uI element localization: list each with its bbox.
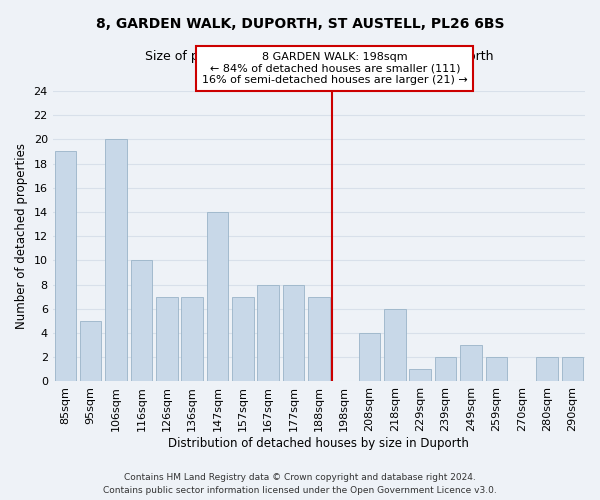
Bar — [55, 152, 76, 382]
Text: Contains HM Land Registry data © Crown copyright and database right 2024.
Contai: Contains HM Land Registry data © Crown c… — [103, 474, 497, 495]
Bar — [308, 296, 329, 382]
Bar — [283, 284, 304, 382]
Text: 8 GARDEN WALK: 198sqm
← 84% of detached houses are smaller (111)
16% of semi-det: 8 GARDEN WALK: 198sqm ← 84% of detached … — [202, 52, 467, 85]
Text: 8, GARDEN WALK, DUPORTH, ST AUSTELL, PL26 6BS: 8, GARDEN WALK, DUPORTH, ST AUSTELL, PL2… — [96, 18, 504, 32]
Y-axis label: Number of detached properties: Number of detached properties — [15, 143, 28, 329]
Bar — [232, 296, 254, 382]
Bar — [409, 370, 431, 382]
Bar — [384, 309, 406, 382]
Bar — [206, 212, 228, 382]
Bar — [562, 357, 583, 382]
Bar — [257, 284, 279, 382]
Bar — [105, 140, 127, 382]
Bar — [485, 357, 507, 382]
Bar — [359, 333, 380, 382]
Bar — [80, 321, 101, 382]
Bar — [435, 357, 457, 382]
Bar — [181, 296, 203, 382]
Title: Size of property relative to detached houses in Duporth: Size of property relative to detached ho… — [145, 50, 493, 64]
Bar — [460, 345, 482, 382]
X-axis label: Distribution of detached houses by size in Duporth: Distribution of detached houses by size … — [169, 437, 469, 450]
Bar — [536, 357, 558, 382]
Bar — [156, 296, 178, 382]
Bar — [131, 260, 152, 382]
